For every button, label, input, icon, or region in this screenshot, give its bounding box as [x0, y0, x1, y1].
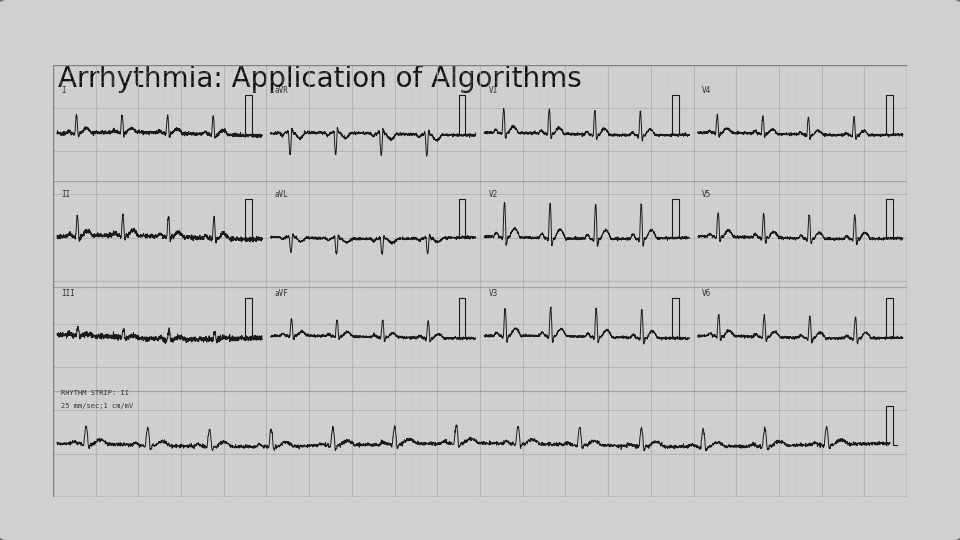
Text: 25 mm/sec;1 cm/mV: 25 mm/sec;1 cm/mV	[61, 403, 133, 409]
Text: I: I	[61, 86, 66, 96]
Text: II: II	[61, 190, 71, 199]
Text: V1: V1	[489, 86, 498, 96]
Text: aVF: aVF	[275, 289, 289, 299]
Text: III: III	[61, 289, 75, 299]
Text: Arrhythmia: Application of Algorithms: Arrhythmia: Application of Algorithms	[58, 65, 582, 93]
Text: V4: V4	[702, 86, 711, 96]
Text: RHYTHM STRIP: II: RHYTHM STRIP: II	[61, 390, 130, 396]
Text: V3: V3	[489, 289, 498, 299]
Text: V2: V2	[489, 190, 498, 199]
Text: aVR: aVR	[275, 86, 289, 96]
Text: V5: V5	[702, 190, 711, 199]
Text: V6: V6	[702, 289, 711, 299]
Text: aVL: aVL	[275, 190, 289, 199]
